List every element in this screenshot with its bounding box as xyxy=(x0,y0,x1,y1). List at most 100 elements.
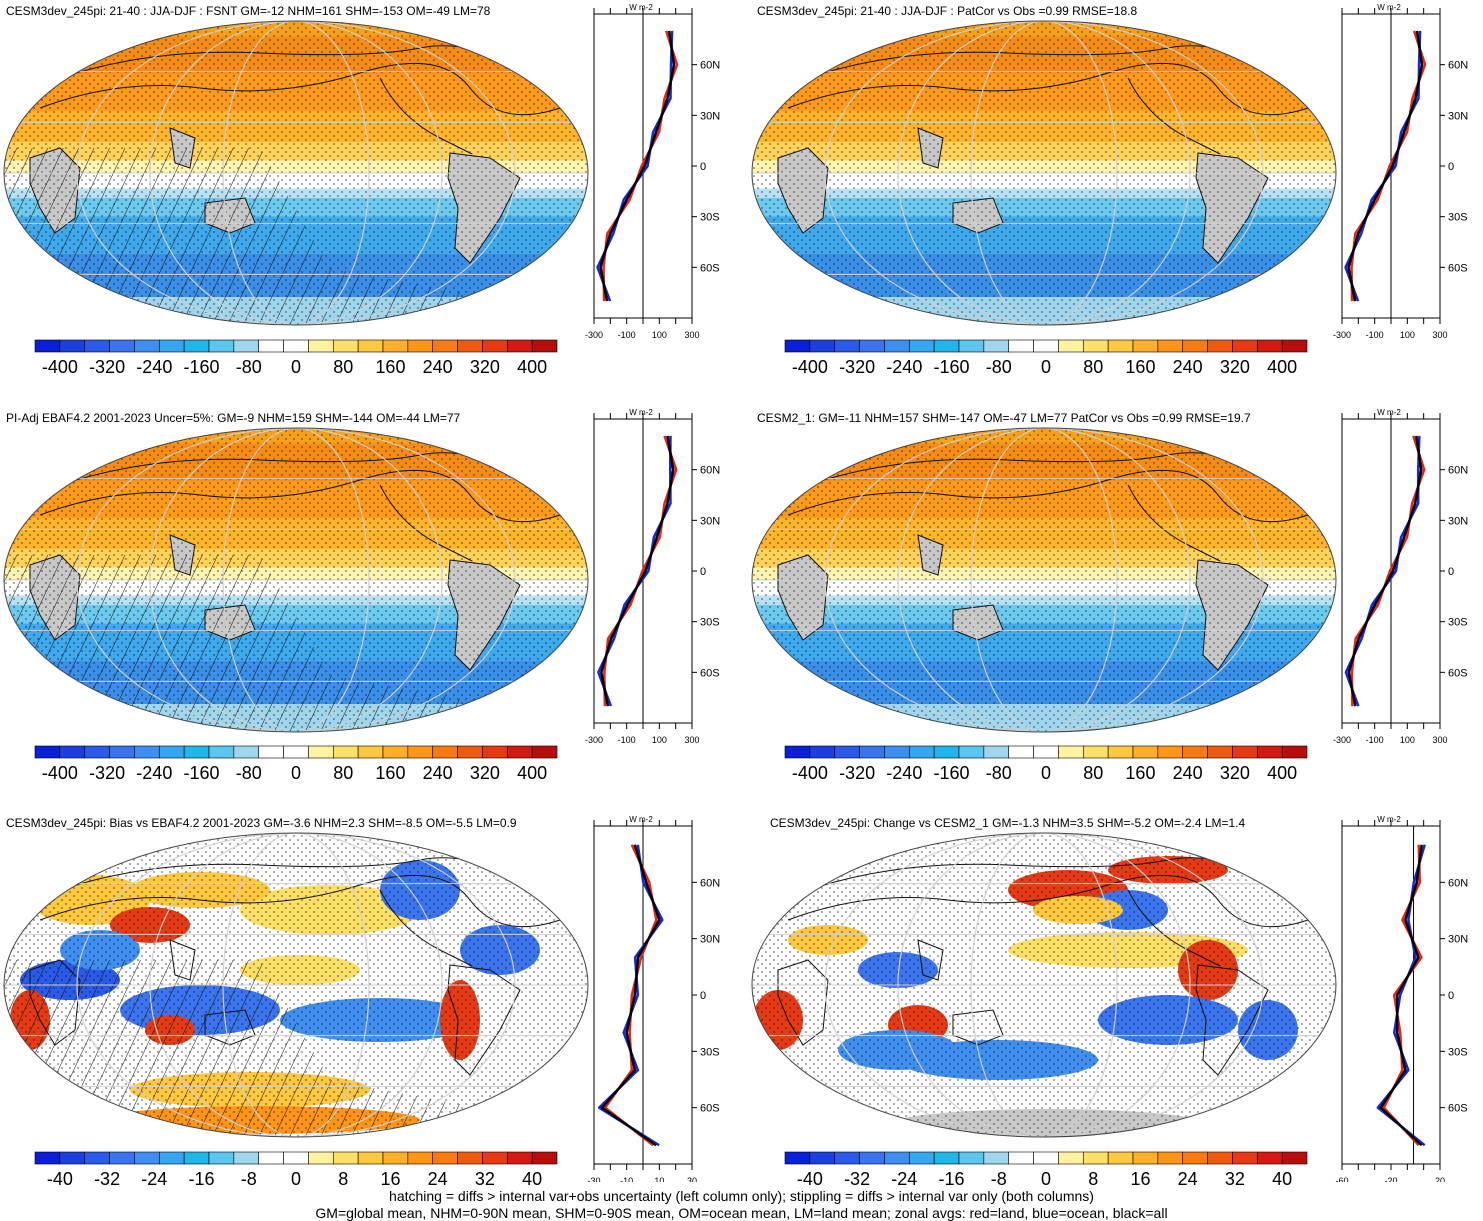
units-label: W m-2 xyxy=(629,3,653,12)
colorbar-label: -16 xyxy=(939,1169,965,1189)
zonal-mean-plot: W m-2 60N 30N 0 30S 60S -300 -100 100 300 xyxy=(585,408,720,745)
x-tick-label: -300 xyxy=(585,330,603,340)
colorbar-swatch xyxy=(1256,339,1283,353)
colorbar-label: -160 xyxy=(184,763,220,783)
colorbar-swatch xyxy=(407,339,434,353)
panel-title: CESM3dev_245pi: 21-40 : JJA-DJF : PatCor… xyxy=(757,4,1138,18)
colorbar-swatch xyxy=(908,745,935,759)
graticule-lon xyxy=(970,428,1118,732)
graticule-lon xyxy=(149,833,443,1137)
graticule-lon xyxy=(149,21,443,325)
colorbar-label: -40 xyxy=(797,1169,823,1189)
x-tick-label: -300 xyxy=(585,735,603,745)
graticule-lon xyxy=(970,21,1118,325)
x-tick-label: -100 xyxy=(618,735,636,745)
panel-title: CESM3dev_245pi: Bias vs EBAF4.2 2001-202… xyxy=(6,816,517,830)
colorbar-swatch xyxy=(382,1151,409,1165)
colorbar-label: 320 xyxy=(470,357,500,377)
colorbar-swatch xyxy=(183,1151,210,1165)
colorbar-label: 32 xyxy=(1225,1169,1245,1189)
map-border xyxy=(3,427,589,733)
colorbar-swatch xyxy=(332,1151,359,1165)
graticule-lon xyxy=(824,428,1264,732)
colorbar-swatch xyxy=(34,745,61,759)
lat-tick-label: 30S xyxy=(1448,1046,1468,1058)
lat-tick-label: 60S xyxy=(700,667,720,679)
zonal-mean-plot: W m-2 60N 30N 0 30S 60S -30 -10 10 30 xyxy=(587,815,720,1182)
map-border xyxy=(3,20,589,326)
colorbar-swatch xyxy=(1082,745,1109,759)
colorbar-swatch xyxy=(784,745,811,759)
colorbar-label: 400 xyxy=(1267,357,1297,377)
x-tick-label: -30 xyxy=(587,1176,600,1182)
colorbar-swatch xyxy=(233,339,260,353)
colorbar-swatch xyxy=(283,339,309,353)
colorbar-label: -320 xyxy=(839,357,875,377)
colorbar: -40 -32 -24 -16 -8 0 8 16 24 32 40 xyxy=(784,1151,1308,1189)
colorbar: -400 -320 -240 -160 -80 0 80 160 240 320 400 xyxy=(784,745,1308,783)
footer-note: hatching = diffs > internal var+obs unce… xyxy=(389,1188,1094,1204)
colorbar-swatch xyxy=(983,745,1010,759)
graticule-lon xyxy=(897,21,1191,325)
colorbar-swatch xyxy=(233,1151,260,1165)
units-label: W m-2 xyxy=(1377,408,1401,417)
colorbar-swatch xyxy=(784,1151,811,1165)
map-panel xyxy=(3,427,589,733)
colorbar-swatch xyxy=(531,339,558,353)
colorbar-swatch xyxy=(208,745,235,759)
lat-tick-label: 30S xyxy=(700,617,720,629)
colorbar-label: -160 xyxy=(934,763,970,783)
colorbar-swatch xyxy=(134,1151,160,1165)
colorbar-label: 40 xyxy=(1272,1169,1292,1189)
colorbar-swatch xyxy=(1207,339,1233,353)
colorbar-swatch xyxy=(183,745,210,759)
colorbar-label: 16 xyxy=(1130,1169,1150,1189)
colorbar-swatch xyxy=(1232,339,1258,353)
zonal-line-all xyxy=(600,435,675,707)
colorbar-swatch xyxy=(859,745,885,759)
hatching xyxy=(4,960,588,1137)
colorbar-swatch xyxy=(407,1151,434,1165)
units-label: W m-2 xyxy=(1377,815,1401,824)
colorbar-swatch xyxy=(1207,745,1233,759)
colorbar-label: -80 xyxy=(986,763,1012,783)
lat-tick-label: 60N xyxy=(700,465,720,477)
colorbar-swatch xyxy=(34,1151,61,1165)
colorbar-swatch xyxy=(1033,745,1059,759)
map-border xyxy=(3,832,589,1138)
graticule-lon xyxy=(76,21,516,325)
colorbar-swatch xyxy=(1281,339,1308,353)
lat-tick-label: 30S xyxy=(700,1046,720,1058)
lat-tick-label: 60N xyxy=(700,60,720,72)
colorbar-swatch xyxy=(1058,339,1084,353)
lat-tick-label: 60N xyxy=(1448,877,1468,889)
map-border xyxy=(751,427,1337,733)
colorbar-swatch xyxy=(382,745,409,759)
colorbar-swatch xyxy=(809,339,836,353)
lat-tick-label: 0 xyxy=(700,990,706,1002)
colorbar-swatch xyxy=(258,1151,284,1165)
colorbar-label: 160 xyxy=(375,357,405,377)
colorbar-label: 24 xyxy=(428,1169,448,1189)
panel-title: CESM2_1: GM=-11 NHM=157 SHM=-147 OM=-47 … xyxy=(757,411,1251,425)
colorbar-swatch xyxy=(531,1151,558,1165)
colorbar-swatch xyxy=(109,339,135,353)
zonal-mean-plot: W m-2 60N 30N 0 30S 60S -300 -100 100 300 xyxy=(1333,408,1468,745)
colorbar-label: -40 xyxy=(47,1169,73,1189)
colorbar-label: 0 xyxy=(1041,763,1051,783)
colorbar-swatch xyxy=(1008,1151,1034,1165)
lat-tick-label: 30S xyxy=(1448,617,1468,629)
colorbar-swatch xyxy=(1107,339,1134,353)
zonal-mean-plot: W m-2 60N 30N 0 30S 60S -60 -20 20 xyxy=(1335,815,1468,1182)
graticule-lon xyxy=(222,21,370,325)
colorbar-swatch xyxy=(983,1151,1010,1165)
colorbar-swatch xyxy=(457,339,483,353)
colorbar-swatch xyxy=(332,339,359,353)
colorbar-swatch xyxy=(1033,1151,1059,1165)
lat-tick-label: 60S xyxy=(1448,1103,1468,1115)
colorbar-label: 0 xyxy=(1041,357,1051,377)
colorbar-swatch xyxy=(283,1151,309,1165)
colorbar-label: 0 xyxy=(291,357,301,377)
colorbar-swatch xyxy=(784,339,811,353)
zonal-line-all xyxy=(1379,844,1423,1147)
